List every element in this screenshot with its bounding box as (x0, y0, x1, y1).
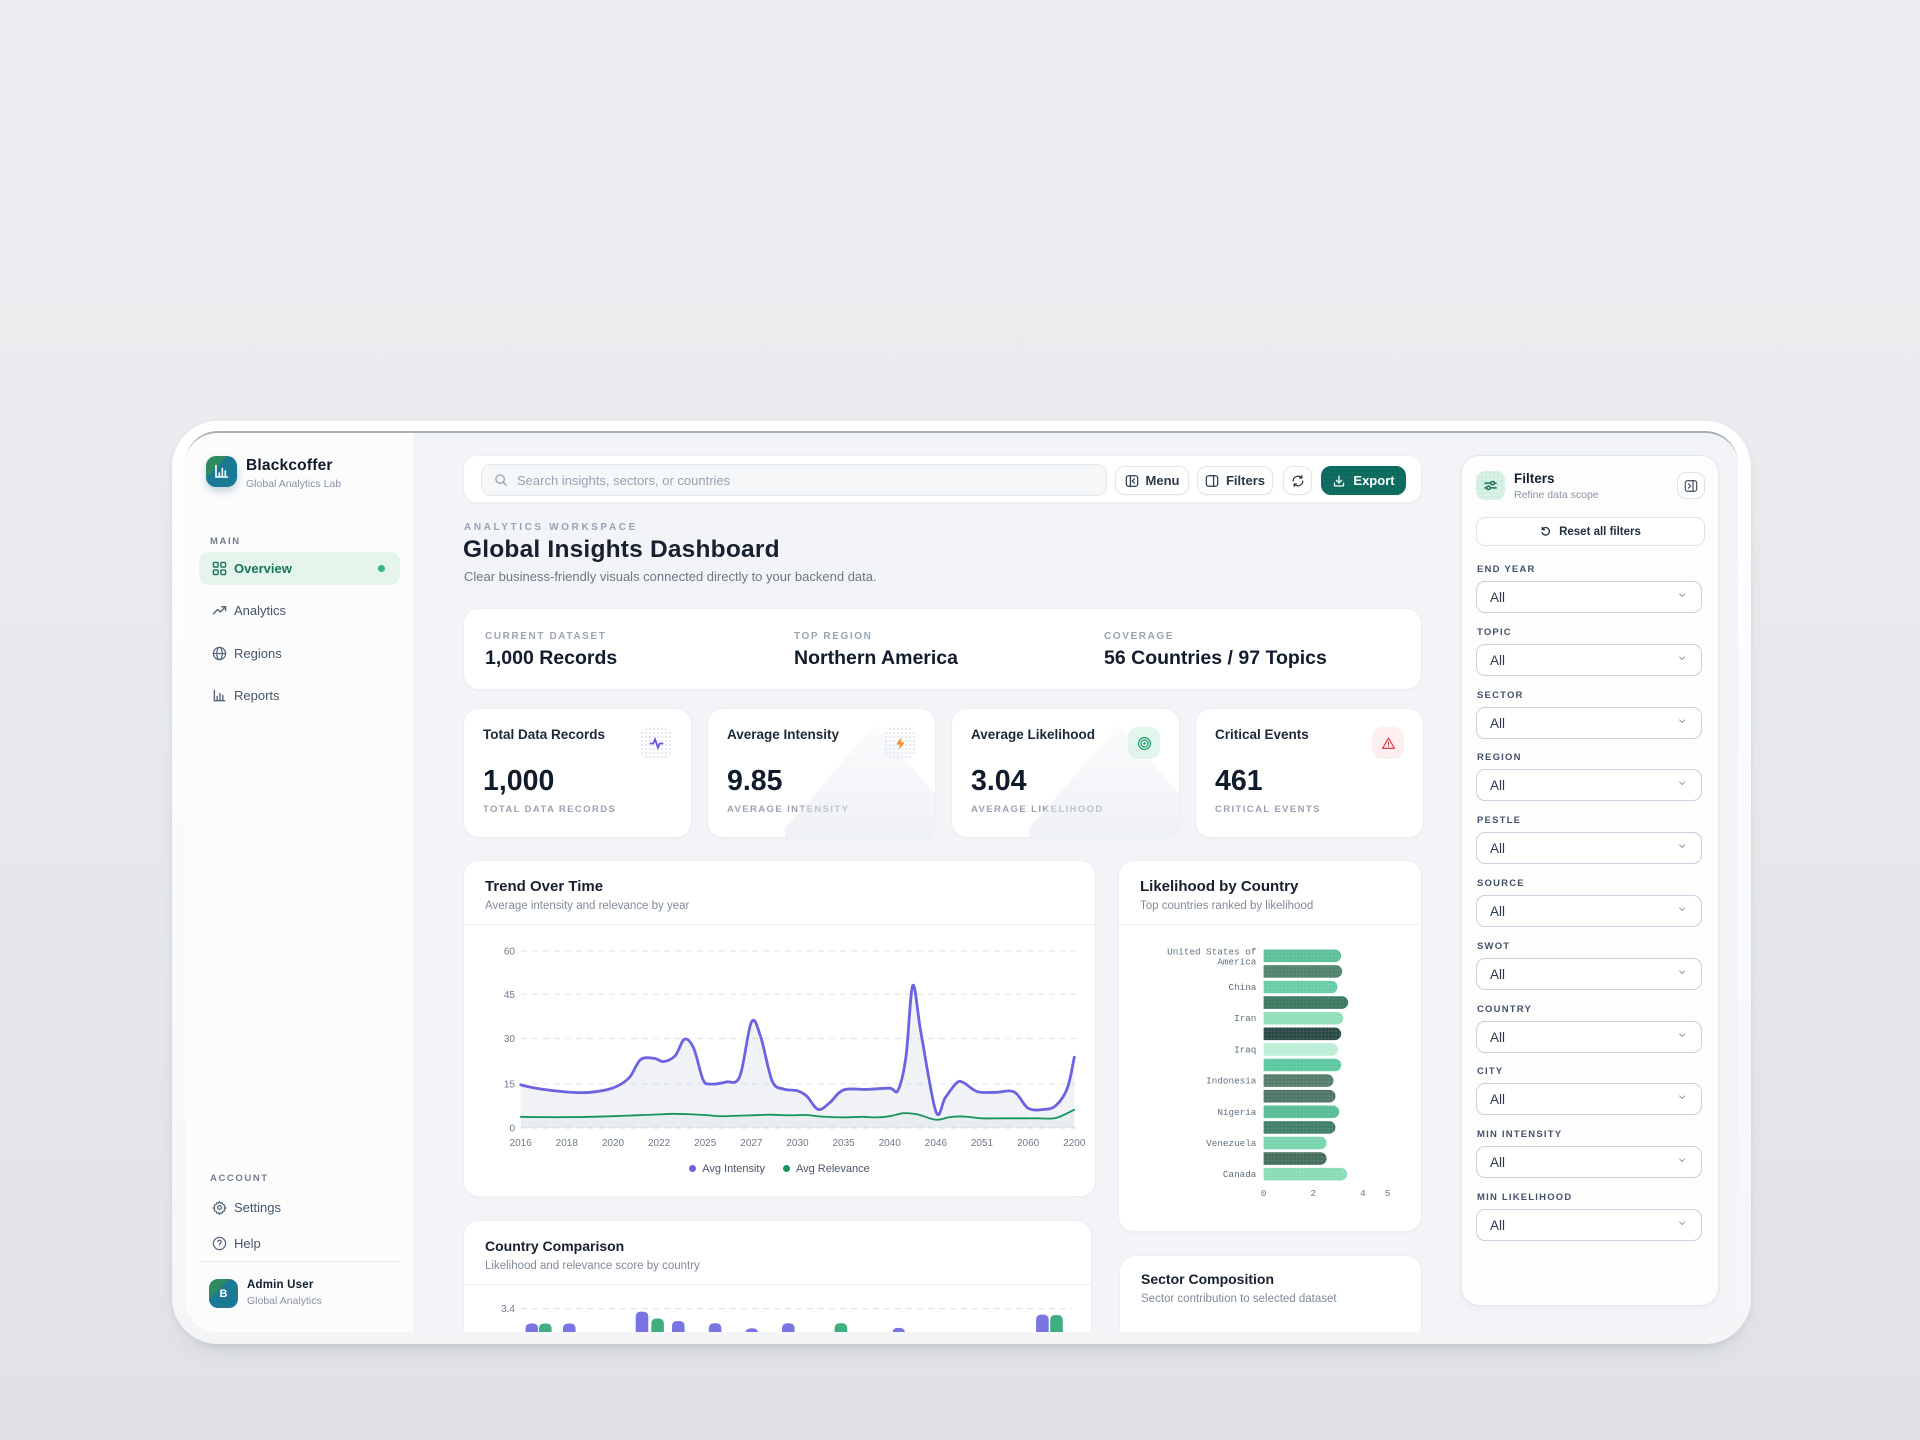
svg-text:2046: 2046 (925, 1138, 948, 1149)
svg-text:Iran: Iran (1234, 1013, 1256, 1024)
svg-text:Iraq: Iraq (1234, 1044, 1256, 1055)
svg-text:2018: 2018 (556, 1138, 579, 1149)
svg-text:2200: 2200 (1063, 1138, 1086, 1149)
svg-text:2030: 2030 (786, 1138, 809, 1149)
svg-text:Indonesia: Indonesia (1206, 1076, 1257, 1087)
svg-text:2060: 2060 (1017, 1138, 1040, 1149)
svg-text:45: 45 (504, 990, 516, 1001)
svg-text:2027: 2027 (740, 1138, 763, 1149)
svg-text:4: 4 (1360, 1188, 1366, 1199)
svg-text:2020: 2020 (602, 1138, 625, 1149)
svg-text:Venezuela: Venezuela (1206, 1138, 1257, 1149)
svg-text:Nigeria: Nigeria (1217, 1107, 1256, 1118)
svg-text:2: 2 (1310, 1188, 1316, 1199)
svg-text:2025: 2025 (694, 1138, 717, 1149)
svg-text:Canada: Canada (1223, 1169, 1257, 1180)
svg-text:China: China (1228, 982, 1256, 993)
svg-text:United States of: United States of (1167, 946, 1256, 957)
svg-text:2016: 2016 (510, 1138, 533, 1149)
svg-text:2022: 2022 (648, 1138, 671, 1149)
svg-text:2040: 2040 (879, 1138, 902, 1149)
svg-text:15: 15 (504, 1079, 516, 1090)
svg-text:0: 0 (1261, 1188, 1267, 1199)
svg-text:America: America (1217, 956, 1256, 967)
svg-text:3.4: 3.4 (501, 1304, 515, 1315)
svg-text:30: 30 (504, 1034, 516, 1045)
svg-text:0: 0 (509, 1124, 515, 1135)
svg-text:60: 60 (504, 947, 516, 958)
svg-text:2051: 2051 (971, 1138, 994, 1149)
svg-text:2035: 2035 (832, 1138, 855, 1149)
svg-text:5: 5 (1385, 1188, 1391, 1199)
